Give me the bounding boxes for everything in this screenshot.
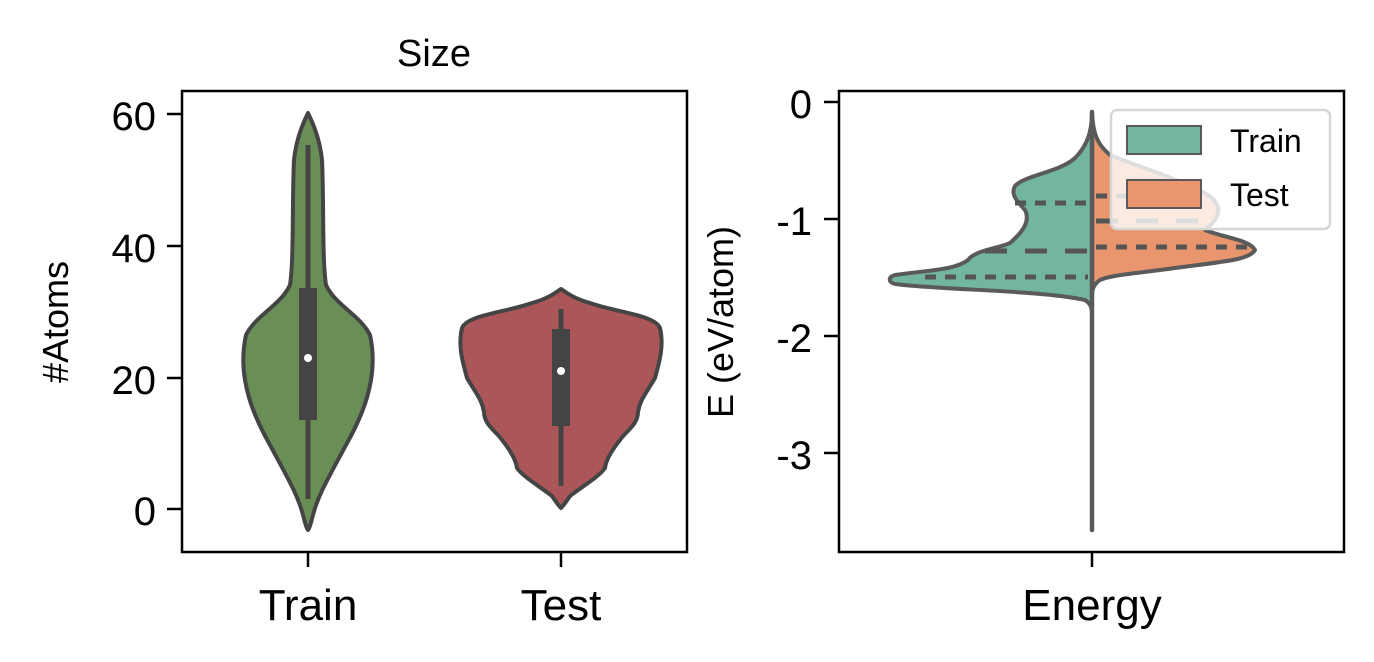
test-median-dot <box>557 367 565 375</box>
size-violin-plot: Size #Atoms 60 40 20 0 Train Test <box>35 33 689 630</box>
test-iqr-box <box>552 329 570 426</box>
train-half-violin <box>887 110 1094 314</box>
x-tick-label-energy: Energy <box>1022 581 1161 630</box>
y-axis-label: #Atoms <box>35 261 76 383</box>
y-tick-label: 0 <box>790 83 812 127</box>
x-tick-label-train: Train <box>259 581 358 630</box>
y-tick-label: 40 <box>112 227 157 271</box>
y-axis-label: E (eV/atom) <box>700 226 741 418</box>
energy-split-violin-plot: E (eV/atom) Train Test <box>700 83 1346 630</box>
legend-swatch-train <box>1126 125 1202 155</box>
plot-title: Size <box>397 33 471 75</box>
y-tick-label: 60 <box>112 95 157 139</box>
legend-label-train: Train <box>1230 123 1302 159</box>
legend: Train Test <box>1109 108 1332 231</box>
y-tick-label: 20 <box>112 359 157 403</box>
y-tick-label: 0 <box>134 490 156 534</box>
legend-label-test: Test <box>1230 177 1289 213</box>
legend-swatch-test <box>1126 179 1202 209</box>
y-tick-label: -2 <box>776 317 812 361</box>
axes-frame <box>180 89 689 554</box>
y-tick-label: -3 <box>776 434 812 478</box>
y-tick-label: -1 <box>776 200 812 244</box>
train-median-dot <box>304 354 312 362</box>
x-tick-label-test: Test <box>521 581 602 630</box>
